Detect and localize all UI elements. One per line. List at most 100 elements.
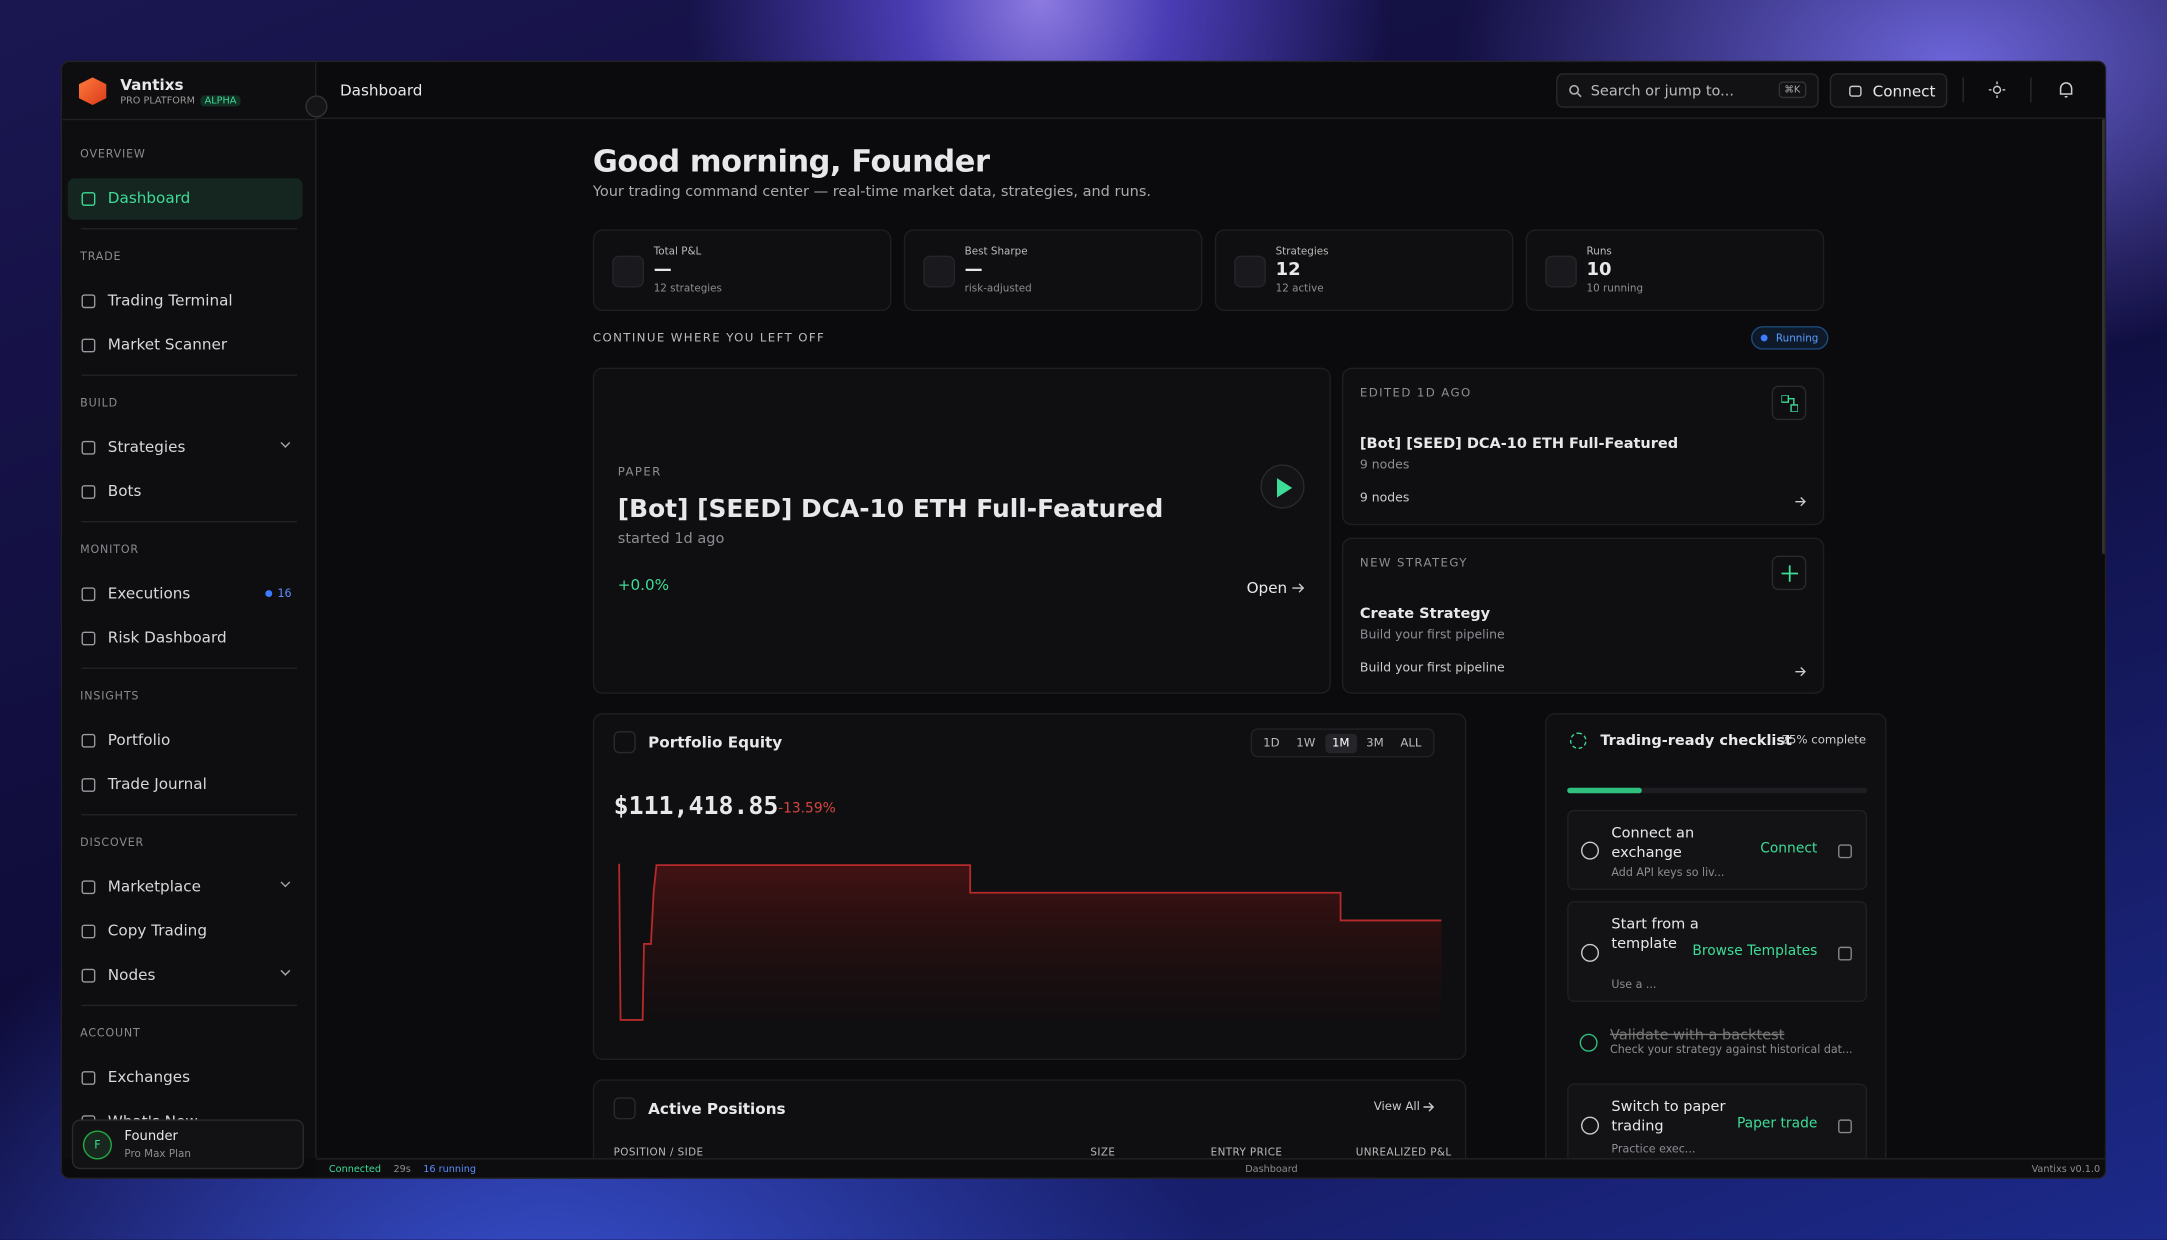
- alpha-badge: ALPHA: [200, 95, 241, 107]
- equity-card: Portfolio Equity 1D 1W 1M 3M ALL $111,418.85…: [592, 713, 1467, 1061]
- collapse-button[interactable]: [305, 95, 328, 118]
- nav-icon: [81, 631, 96, 646]
- check-title: Connect an exchange: [1611, 825, 1695, 861]
- search-icon: [1569, 84, 1582, 98]
- connect-button[interactable]: Connect: [1829, 73, 1948, 108]
- nav-label: Bots: [107, 482, 142, 501]
- flow-icon: [1771, 385, 1807, 421]
- new-strategy-card[interactable]: NEW STRATEGY Create Strategy Build your …: [1341, 537, 1825, 694]
- edited-tag: EDITED 1D AGO: [1359, 386, 1472, 401]
- running-label: Running: [1775, 331, 1819, 345]
- topbar: Dashboard Search or jump to... ⌘K Connec…: [316, 62, 2105, 119]
- page-title: Dashboard: [339, 81, 423, 100]
- range-tab[interactable]: 1M: [1325, 733, 1357, 753]
- divider: [81, 374, 298, 376]
- progress-bar: [1567, 787, 1643, 794]
- status-version: Vantixs v0.1.0: [2031, 1163, 2101, 1175]
- view-all[interactable]: View All: [1374, 1100, 1435, 1114]
- nav-icon: [81, 485, 96, 499]
- nav-item[interactable]: Bots: [68, 471, 303, 512]
- search-box[interactable]: Search or jump to... ⌘K: [1556, 73, 1819, 108]
- play-button[interactable]: [1260, 464, 1305, 509]
- nav-item[interactable]: Executions 16: [68, 574, 303, 615]
- stat-icon: [1545, 255, 1577, 288]
- new-title: Create Strategy: [1359, 605, 1491, 622]
- user-name: Founder: [124, 1129, 178, 1145]
- progress-label: 25% complete: [1781, 733, 1867, 748]
- edited-nodes: 9 nodes: [1359, 458, 1410, 473]
- nav-item[interactable]: Dashboard: [67, 178, 303, 220]
- nav-item[interactable]: Market Scanner: [68, 325, 303, 366]
- check-action[interactable]: Browse Templates: [1692, 943, 1817, 958]
- stat-note: 12 active: [1275, 281, 1324, 295]
- nav-item[interactable]: Trade Journal: [68, 764, 303, 805]
- check-circle: [1581, 943, 1599, 962]
- open-label: Open: [1246, 579, 1288, 598]
- nav-item[interactable]: Marketplace: [68, 867, 303, 908]
- check-desc: Check your strategy against historical d…: [1610, 1043, 1853, 1056]
- stat-card: Total P&L —12 strategies: [592, 229, 892, 311]
- new-footer: Build your first pipeline: [1359, 661, 1505, 676]
- sidebar: Vantixs PRO PLATFORM ALPHA OVERVIEW Dashb…: [62, 62, 328, 1170]
- add-button[interactable]: [1771, 555, 1807, 591]
- nav-icon: [81, 294, 96, 309]
- check-action-label: Paper trade: [1736, 1116, 1818, 1132]
- range-tab[interactable]: 1D: [1263, 735, 1280, 750]
- nav-label: Trade Journal: [107, 775, 207, 794]
- nav-label: Nodes: [107, 966, 156, 984]
- run-pnl: +0.0%: [617, 576, 670, 595]
- status-bar: Connected 29s 16 running Dashboard Vanti…: [316, 1158, 2105, 1178]
- nav-icon: [81, 338, 96, 353]
- run-tag: PAPER: [617, 465, 662, 480]
- nav-item[interactable]: Portfolio: [68, 720, 303, 761]
- stat-card: Strategies 12 12 active: [1214, 229, 1514, 311]
- check-circle: [1581, 841, 1599, 860]
- nav-label: Copy Trading: [107, 921, 207, 940]
- notifications[interactable]: [2058, 82, 2075, 99]
- run-card[interactable]: PAPER [Bot] [SEED] DCA-10 ETH Full-Featu…: [592, 367, 1331, 694]
- range-tab[interactable]: ALL: [1400, 735, 1422, 750]
- check-icon: [1838, 1119, 1852, 1134]
- checklist-item[interactable]: Start from a template Use a ... Browse Tem…: [1567, 901, 1868, 1002]
- check-action[interactable]: Connect: [1760, 842, 1817, 857]
- checklist-item[interactable]: Switch to paper trading Practice exec... P…: [1567, 1083, 1868, 1159]
- nav-icon: [81, 1071, 96, 1085]
- nav-item[interactable]: Trading Terminal: [68, 281, 303, 322]
- checklist-item[interactable]: Validate with a backtest Check your strat…: [1567, 1014, 1867, 1071]
- nav-item[interactable]: Exchanges: [68, 1057, 303, 1098]
- connect-label: Connect: [1872, 82, 1936, 101]
- greeting-subtitle: Your trading command center — real-time …: [592, 183, 1152, 201]
- nav: OVERVIEW Dashboard TRADE Trading Terminal Ma…: [62, 141, 316, 1146]
- stat-label: Best Sharpe: [964, 244, 1028, 258]
- range-tab[interactable]: 1W: [1296, 735, 1316, 750]
- stat-note: 12 strategies: [653, 281, 722, 295]
- stat-card: Best Sharpe — risk-adjusted: [903, 229, 1203, 311]
- nav-item[interactable]: Strategies: [68, 427, 303, 468]
- status-page: Dashboard: [1245, 1163, 1298, 1175]
- checklist-card: Trading-ready checklist 25% complete Con…: [1545, 713, 1887, 1159]
- range-tab[interactable]: 3M: [1366, 735, 1384, 750]
- progress-track: [1567, 787, 1868, 794]
- user-card[interactable]: F Founder Pro Max Plan: [71, 1119, 305, 1170]
- stat-value: —: [964, 259, 983, 281]
- nav-item[interactable]: Nodes: [68, 955, 303, 996]
- checklist-item[interactable]: Connect an exchange Add API keys so liv..…: [1567, 809, 1868, 891]
- check-action-label: Connect: [1760, 841, 1818, 857]
- edited-card[interactable]: EDITED 1D AGO [Bot] [SEED] DCA-10 ETH Fu…: [1341, 367, 1825, 526]
- app-name: Vantixs: [120, 76, 184, 94]
- check-action-label: Browse Templates: [1692, 943, 1818, 959]
- nav-icon: [81, 192, 96, 206]
- check-action[interactable]: Paper trade: [1737, 1117, 1817, 1132]
- main-content: Good morning, Founder Your trading comma…: [316, 118, 2105, 1159]
- nav-item[interactable]: Copy Trading: [68, 911, 303, 952]
- view-all-label: View All: [1373, 1100, 1420, 1114]
- nav-label: Marketplace: [107, 877, 201, 896]
- user-plan: Pro Max Plan: [124, 1147, 191, 1160]
- theme-toggle[interactable]: [1988, 81, 2006, 99]
- nav-icon: [81, 880, 96, 895]
- open-link[interactable]: Open: [1247, 579, 1306, 597]
- nav-item[interactable]: Risk Dashboard: [68, 618, 303, 659]
- range-tabs: 1D 1W 1M 3M ALL: [1250, 728, 1434, 758]
- stat-label: Total P&L: [653, 244, 702, 258]
